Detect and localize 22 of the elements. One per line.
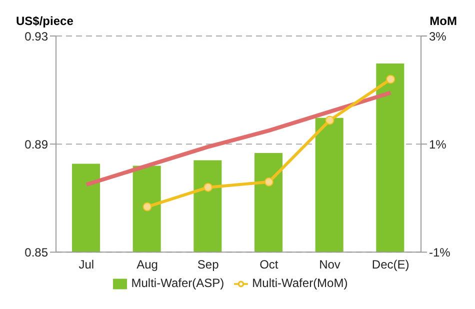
- point: [204, 182, 213, 192]
- y-axis-title: US$/piece: [16, 14, 74, 28]
- y-tick-label: 0.85: [24, 245, 48, 260]
- y2-tick-label: -1%: [429, 245, 451, 260]
- y-tick-label: 0.89: [24, 137, 48, 152]
- x-tick-label: Nov: [319, 258, 340, 272]
- x-tick-label: Oct: [260, 258, 279, 272]
- y2-axis-title: MoM: [430, 14, 457, 28]
- y-tick-label: 0.93: [24, 29, 48, 44]
- legend-label: Multi-Wafer(ASP): [131, 276, 224, 290]
- y2-tick-label: 3%: [429, 29, 447, 44]
- y2-tick-label: 1%: [429, 137, 447, 152]
- point: [386, 74, 396, 84]
- legend-label: Multi-Wafer(MoM): [252, 276, 348, 290]
- x-tick-label: Aug: [136, 258, 158, 272]
- x-tick-label: Dec(E): [372, 258, 410, 272]
- point: [264, 177, 274, 186]
- line-series: [84, 90, 393, 187]
- x-tick-label: Jul: [78, 258, 94, 272]
- point: [142, 202, 152, 212]
- x-tick-label: Sep: [197, 258, 220, 272]
- point: [325, 116, 334, 125]
